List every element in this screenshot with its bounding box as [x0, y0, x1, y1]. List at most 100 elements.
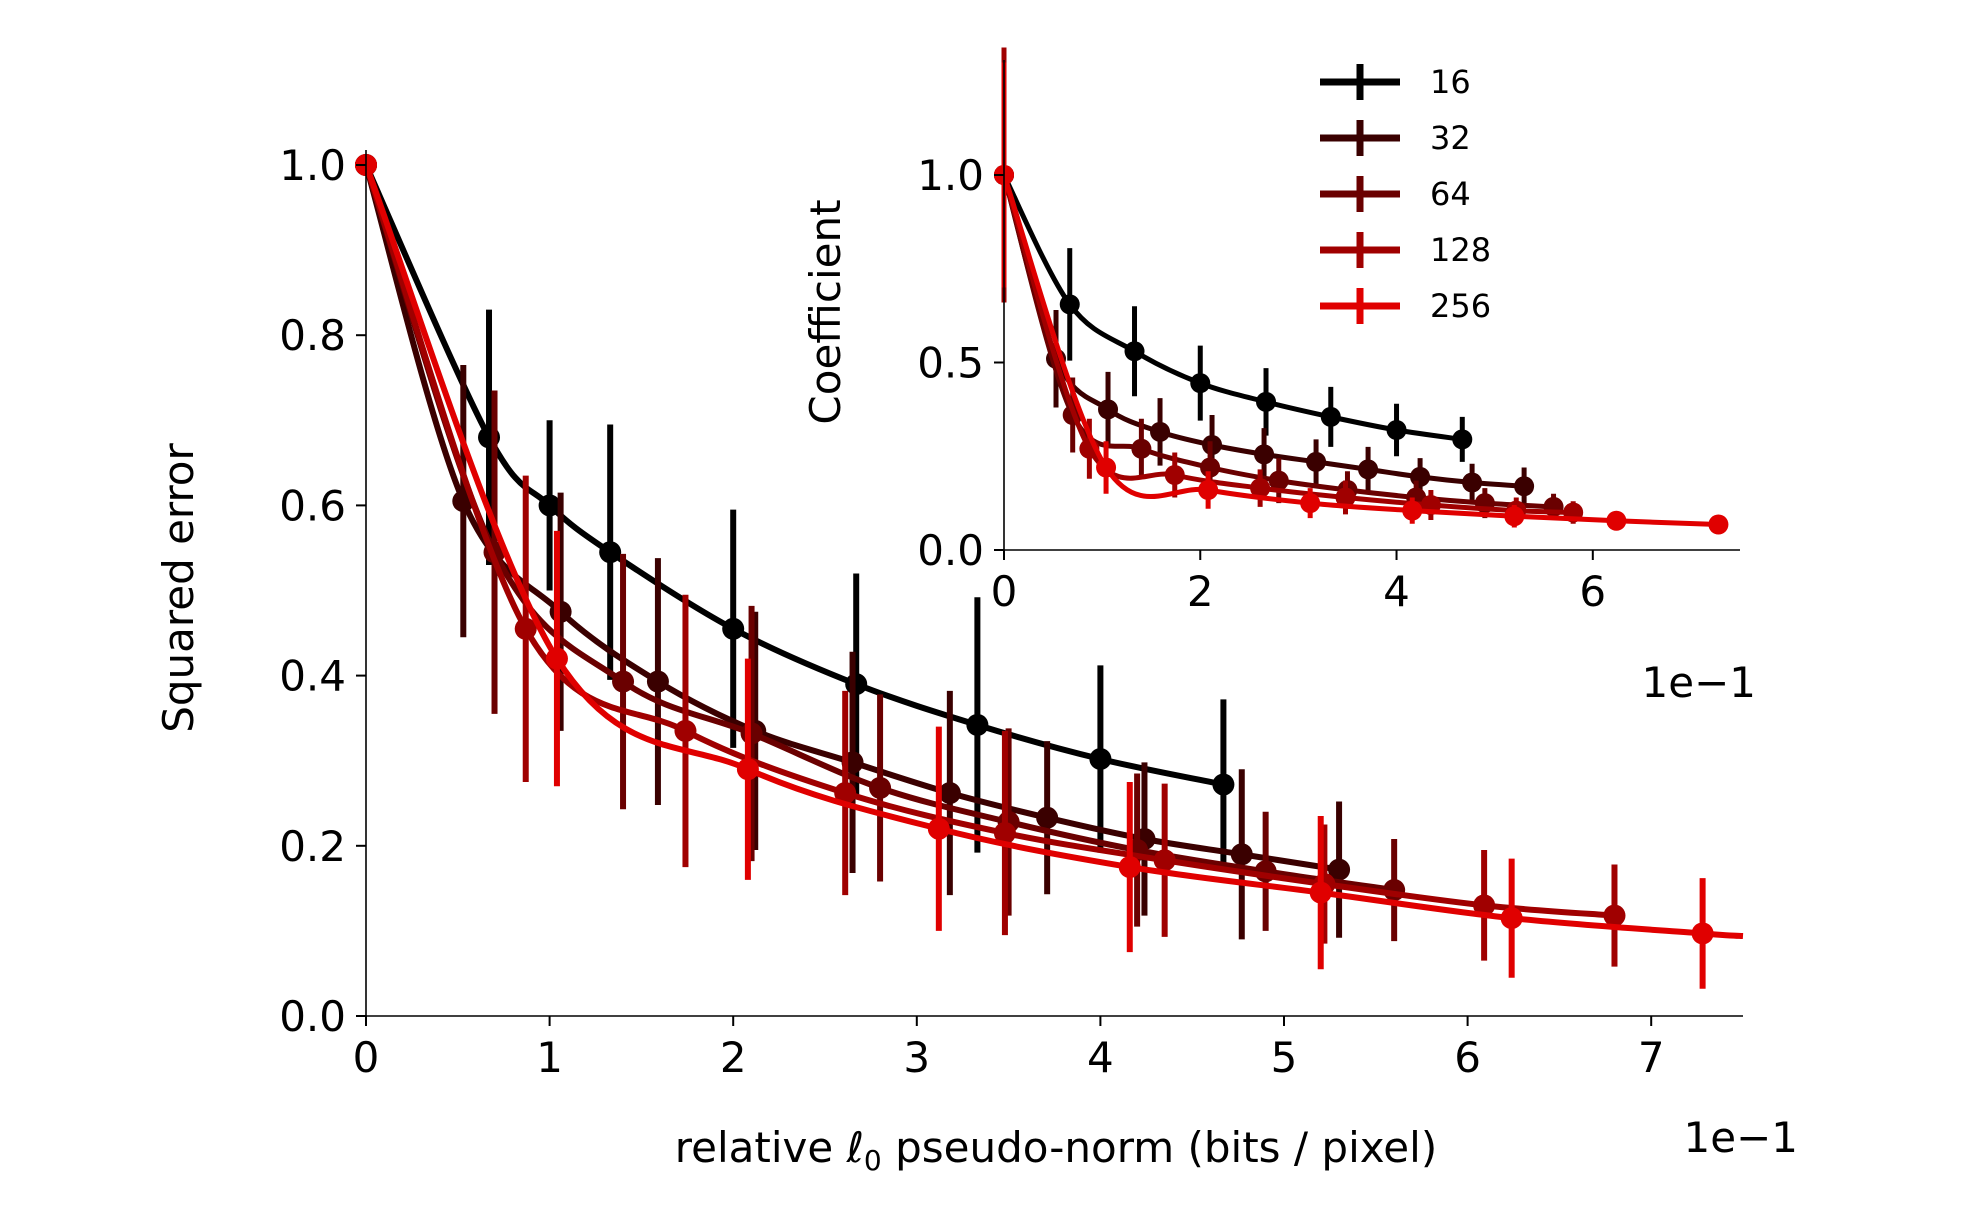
inset-x-tick-label: 0 [991, 567, 1018, 616]
inset-data-point-64 [1200, 457, 1221, 478]
main-data-point-256 [545, 647, 568, 670]
inset-data-point-16 [1256, 391, 1277, 412]
inset-series-256 [994, 62, 1729, 535]
main-data-point-128 [514, 617, 537, 640]
main-y-tick-label: 0.0 [279, 992, 346, 1041]
inset-data-point-16 [1386, 420, 1407, 440]
inset-data-point-64 [1268, 470, 1289, 491]
main-data-point-128 [1153, 849, 1176, 872]
main-x-tick-label: 0 [353, 1033, 380, 1082]
main-y-tick-label: 0.6 [279, 481, 346, 530]
main-x-tick-label: 4 [1087, 1033, 1114, 1082]
legend: 16 32 64 128 256 [1320, 63, 1491, 325]
legend-item-16: 16 [1320, 63, 1471, 101]
inset-x-tick-label: 4 [1383, 567, 1410, 616]
legend-label: 32 [1430, 119, 1471, 157]
main-y-tick-label: 0.2 [279, 822, 346, 871]
main-x-multiplier-label: 1e−1 [1684, 1113, 1798, 1162]
main-x-tick-label: 6 [1454, 1033, 1481, 1082]
legend-item-64: 64 [1320, 175, 1471, 213]
main-data-point-64 [740, 722, 763, 745]
main-chart: 0 1 2 3 4 5 6 7 0.0 0.2 0.4 0.6 0.8 1.0 Squared error… [154, 141, 1798, 1177]
inset-tick-marks: 0 2 4 6 0.0 0.5 1.0 [917, 151, 1606, 616]
main-data-point-256 [736, 758, 759, 781]
inset-series-16 [994, 62, 1473, 462]
main-data-point-32 [646, 670, 669, 693]
main-data-point-256 [1691, 922, 1714, 945]
inset-data-point-16 [1190, 373, 1211, 394]
legend-label: 16 [1430, 63, 1471, 101]
legend-item-128: 128 [1320, 231, 1491, 269]
main-data-point-16 [845, 673, 868, 696]
main-data-point-32 [1230, 843, 1253, 866]
inset-data-point-32 [1410, 466, 1431, 487]
inset-data-point-32 [1254, 444, 1275, 465]
main-data-point-128 [1473, 894, 1496, 917]
inset-data-point-256 [1708, 514, 1729, 535]
inset-data-point-16 [1320, 406, 1341, 427]
inset-data-point-256 [1300, 493, 1321, 514]
main-data-point-16 [966, 713, 989, 736]
inset-x-multiplier-label: 1e−1 [1642, 658, 1756, 707]
inset-data-point-32 [1358, 459, 1379, 480]
main-data-point-16 [722, 617, 745, 640]
main-data-point-256 [1500, 907, 1523, 930]
xlabel-part-prefix: relative [675, 1123, 847, 1172]
main-data-point-256 [1309, 881, 1332, 904]
main-x-tick-label: 1 [536, 1033, 563, 1082]
inset-chart: 0 2 4 6 0.0 0.5 1.0 Coefficient 1e−1 16 32 64 128… [801, 47, 1756, 707]
main-x-tick-label: 3 [903, 1033, 930, 1082]
main-data-point-64 [612, 670, 635, 693]
main-y-tick-label: 0.8 [279, 311, 346, 360]
main-data-point-32 [1328, 858, 1351, 881]
xlabel-part-suffix: pseudo-norm (bits / pixel) [882, 1123, 1437, 1172]
legend-label: 128 [1430, 231, 1491, 269]
main-data-point-32 [549, 600, 572, 623]
inset-data-point-16 [1452, 429, 1473, 450]
xlabel-part-ell: ℓ [846, 1123, 864, 1172]
main-tick-marks: 0 1 2 3 4 5 6 7 0.0 0.2 0.4 0.6 0.8 1.0 [279, 141, 1664, 1082]
inset-data-point-32 [1098, 399, 1119, 420]
main-series-line-256 [363, 163, 1744, 940]
inset-x-tick-label: 6 [1579, 567, 1606, 616]
main-series-64 [355, 154, 1406, 942]
inset-data-point-32 [1514, 476, 1535, 497]
main-y-tick-label: 0.4 [279, 652, 346, 701]
main-data-point-128 [993, 822, 1016, 845]
main-series-line-128 [363, 164, 1615, 919]
inset-x-tick-label: 2 [1187, 567, 1214, 616]
main-x-tick-label: 5 [1271, 1033, 1298, 1082]
inset-data-point-32 [1462, 472, 1483, 493]
xlabel-part-subscript: 0 [864, 1144, 882, 1177]
inset-y-tick-label: 0.5 [917, 339, 984, 388]
inset-data-point-16 [1059, 294, 1080, 315]
inset-data-point-128 [1335, 487, 1356, 508]
main-y-tick-label: 1.0 [279, 141, 346, 190]
main-data-point-32 [938, 782, 961, 805]
inset-y-tick-label: 1.0 [917, 151, 984, 200]
main-x-tick-label: 7 [1638, 1033, 1665, 1082]
main-data-point-256 [927, 817, 950, 840]
legend-label: 256 [1430, 287, 1491, 325]
legend-item-32: 32 [1320, 119, 1471, 157]
main-data-point-16 [1089, 747, 1112, 770]
main-data-point-128 [1603, 904, 1626, 927]
inset-y-axis-label: Coefficient [801, 199, 850, 424]
main-x-axis-label: relative ℓ0 pseudo-norm (bits / pixel) [675, 1123, 1437, 1177]
inset-data-point-128 [1250, 478, 1271, 499]
inset-data-point-256 [1198, 480, 1219, 500]
main-series-128 [355, 154, 1626, 967]
main-data-point-16 [538, 494, 561, 517]
inset-data-point-32 [1306, 451, 1327, 472]
inset-data-point-256 [1606, 510, 1627, 531]
main-series-256 [355, 154, 1744, 989]
main-data-point-64 [869, 776, 892, 799]
inset-chart-marks [994, 47, 1729, 535]
legend-label: 64 [1430, 175, 1471, 213]
main-data-point-32 [1036, 806, 1059, 829]
main-data-point-16 [599, 541, 622, 564]
main-y-axis-label: Squared error [154, 442, 203, 732]
main-x-tick-label: 2 [720, 1033, 747, 1082]
inset-data-point-256 [1096, 457, 1117, 478]
